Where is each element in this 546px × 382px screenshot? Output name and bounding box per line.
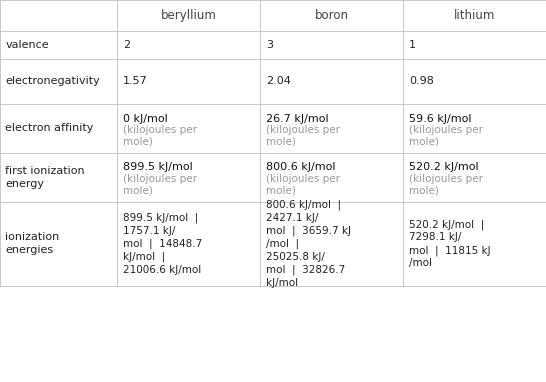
Bar: [117, 202, 260, 286]
Bar: [260, 202, 403, 286]
Text: (kilojoules per
mole): (kilojoules per mole): [409, 125, 483, 147]
Text: 899.5 kJ/mol  |
1757.1 kJ/
mol  |  14848.7
kJ/mol  |
21006.6 kJ/mol: 899.5 kJ/mol | 1757.1 kJ/ mol | 14848.7 …: [123, 212, 202, 275]
Text: (kilojoules per
mole): (kilojoules per mole): [409, 173, 483, 196]
Text: 2.04: 2.04: [266, 76, 291, 86]
Text: 800.6 kJ/mol  |
2427.1 kJ/
mol  |  3659.7 kJ
/mol  |
25025.8 kJ/
mol  |  32826.7: 800.6 kJ/mol | 2427.1 kJ/ mol | 3659.7 k…: [266, 199, 351, 288]
Text: 520.2 kJ/mol  |
7298.1 kJ/
mol  |  11815 kJ
/mol: 520.2 kJ/mol | 7298.1 kJ/ mol | 11815 kJ…: [409, 219, 490, 269]
Bar: [117, 31, 260, 59]
Text: valence: valence: [5, 40, 49, 50]
Text: 1.57: 1.57: [123, 76, 147, 86]
Bar: [117, 59, 260, 104]
Bar: [0, 59, 117, 104]
Text: 2: 2: [123, 40, 130, 50]
Bar: [117, 153, 260, 202]
Bar: [0, 31, 117, 59]
Text: beryllium: beryllium: [161, 9, 217, 22]
Text: lithium: lithium: [454, 9, 495, 22]
Text: (kilojoules per
mole): (kilojoules per mole): [123, 173, 197, 196]
Text: 0.98: 0.98: [409, 76, 434, 86]
Text: first ionization
energy: first ionization energy: [5, 166, 85, 189]
Bar: [260, 153, 403, 202]
Text: (kilojoules per
mole): (kilojoules per mole): [123, 125, 197, 147]
Bar: [0, 153, 117, 202]
Text: 26.7 kJ/mol: 26.7 kJ/mol: [266, 113, 329, 123]
Text: 0 kJ/mol: 0 kJ/mol: [123, 113, 168, 123]
Text: electron affinity: electron affinity: [5, 123, 94, 133]
Text: (kilojoules per
mole): (kilojoules per mole): [266, 125, 340, 147]
Bar: [403, 0, 546, 31]
Bar: [117, 0, 260, 31]
Bar: [117, 104, 260, 153]
Bar: [0, 202, 117, 286]
Text: boron: boron: [315, 9, 349, 22]
Bar: [403, 153, 546, 202]
Bar: [260, 59, 403, 104]
Text: electronegativity: electronegativity: [5, 76, 100, 86]
Bar: [403, 59, 546, 104]
Text: 899.5 kJ/mol: 899.5 kJ/mol: [123, 162, 193, 172]
Bar: [260, 104, 403, 153]
Bar: [403, 104, 546, 153]
Bar: [260, 31, 403, 59]
Bar: [0, 104, 117, 153]
Bar: [403, 31, 546, 59]
Bar: [403, 202, 546, 286]
Text: ionization
energies: ionization energies: [5, 232, 60, 255]
Text: 3: 3: [266, 40, 273, 50]
Text: 800.6 kJ/mol: 800.6 kJ/mol: [266, 162, 335, 172]
Bar: [0, 0, 117, 31]
Text: (kilojoules per
mole): (kilojoules per mole): [266, 173, 340, 196]
Text: 1: 1: [409, 40, 416, 50]
Text: 59.6 kJ/mol: 59.6 kJ/mol: [409, 113, 471, 123]
Bar: [260, 0, 403, 31]
Text: 520.2 kJ/mol: 520.2 kJ/mol: [409, 162, 479, 172]
